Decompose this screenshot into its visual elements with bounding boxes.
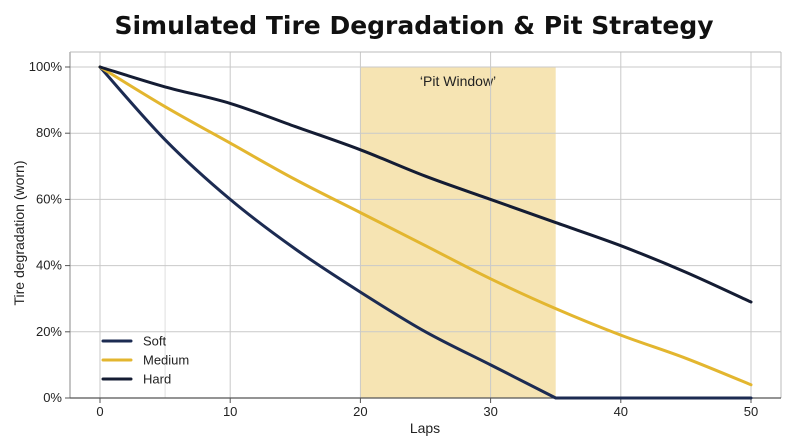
- y-axis-label: Tire degradation (worn): [11, 161, 27, 306]
- x-tick-label: 20: [353, 404, 367, 419]
- y-tick-label: 100%: [29, 59, 63, 74]
- series-layer: [98, 65, 753, 400]
- pit-window-span: [360, 67, 556, 398]
- legend-label-soft: Soft: [143, 334, 167, 349]
- span-layer: ‘Pit Window’: [360, 67, 556, 398]
- x-tick-label: 40: [614, 404, 628, 419]
- y-tick-label: 60%: [36, 191, 62, 206]
- x-axis-label: Laps: [410, 420, 440, 436]
- series-line-medium: [98, 65, 753, 387]
- x-tick-label: 50: [744, 404, 758, 419]
- y-tick-label: 40%: [36, 258, 62, 273]
- chart-title: Simulated Tire Degradation & Pit Strateg…: [114, 11, 713, 40]
- legend-label-medium: Medium: [143, 353, 189, 368]
- series-line-hard: [98, 65, 753, 304]
- x-tick-label: 10: [223, 404, 237, 419]
- series-line-soft: [98, 65, 753, 400]
- legend-label-hard: Hard: [143, 372, 171, 387]
- pit-window-label: ‘Pit Window’: [420, 73, 496, 89]
- y-tick-label: 20%: [36, 324, 62, 339]
- x-tick-label: 0: [96, 404, 103, 419]
- legend: Soft Medium Hard: [101, 334, 189, 387]
- y-tick-label: 0%: [43, 390, 62, 405]
- x-tick-label: 30: [483, 404, 497, 419]
- y-tick-label: 80%: [36, 125, 62, 140]
